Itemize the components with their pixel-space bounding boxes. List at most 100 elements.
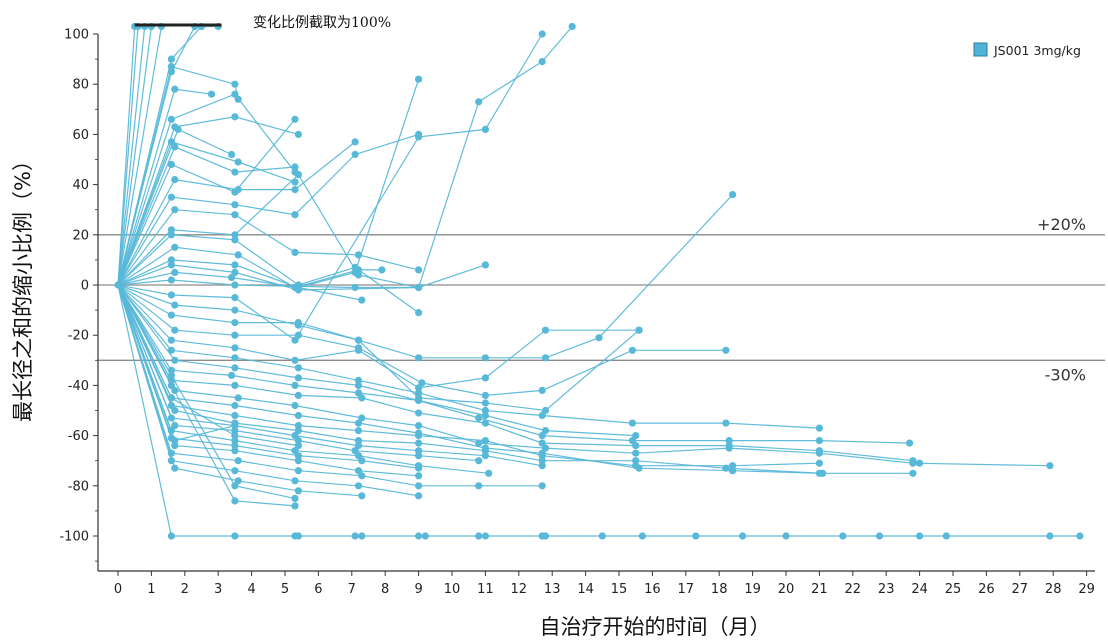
data-point <box>294 331 302 339</box>
data-point <box>475 457 483 465</box>
data-point <box>291 186 299 194</box>
x-tick-label: 21 <box>811 582 828 597</box>
data-point <box>231 381 239 389</box>
data-point <box>782 532 790 540</box>
series-line <box>117 284 299 447</box>
series-line <box>117 234 419 314</box>
data-point <box>291 502 299 510</box>
x-tick-label: 4 <box>247 582 255 597</box>
data-point <box>351 138 359 146</box>
reference-label: -30% <box>1045 365 1086 384</box>
data-point <box>354 437 363 445</box>
series-layer <box>114 22 1084 540</box>
data-point <box>294 130 302 138</box>
series-line <box>117 26 139 286</box>
data-point <box>909 459 917 467</box>
data-point <box>481 391 489 399</box>
data-point <box>231 231 239 239</box>
data-point <box>421 532 429 540</box>
data-point <box>481 374 489 382</box>
data-point <box>351 268 359 276</box>
series-line <box>117 284 1050 467</box>
data-point <box>231 294 239 302</box>
data-point <box>481 447 489 455</box>
data-point <box>632 457 640 465</box>
x-tick-label: 23 <box>878 582 895 597</box>
data-point <box>167 394 175 402</box>
y-tick-label: 20 <box>72 228 89 243</box>
data-point <box>541 444 550 452</box>
y-tick-label: 0 <box>81 279 89 294</box>
data-point <box>294 283 302 292</box>
data-point <box>294 364 302 372</box>
data-point <box>228 371 236 379</box>
series-line <box>117 173 419 289</box>
legend: JS001 3mg/kg <box>973 42 1081 58</box>
x-tick-label: 8 <box>381 582 389 597</box>
data-point <box>475 532 483 540</box>
data-point <box>729 191 737 199</box>
data-point <box>167 160 175 169</box>
data-point <box>354 346 363 354</box>
data-point <box>167 371 175 379</box>
y-tick-label: 80 <box>72 78 89 93</box>
x-tick-label: 15 <box>611 582 628 597</box>
data-point <box>167 63 175 71</box>
data-point <box>174 125 182 133</box>
x-tick-label: 18 <box>711 582 728 597</box>
data-point <box>294 452 302 460</box>
data-point <box>415 283 423 292</box>
y-tick-label: 100 <box>64 28 89 43</box>
data-point <box>1046 462 1054 470</box>
data-point <box>231 268 239 276</box>
data-point <box>291 494 299 502</box>
x-tick-label: 27 <box>1012 582 1029 597</box>
data-point <box>538 462 546 470</box>
data-point <box>231 168 239 176</box>
data-point <box>906 439 914 447</box>
data-point <box>167 336 175 344</box>
data-point <box>538 386 546 394</box>
data-point <box>294 411 302 420</box>
data-point <box>598 532 606 540</box>
data-point <box>234 394 242 402</box>
data-point <box>415 75 423 83</box>
reference-label: +20% <box>1037 215 1086 234</box>
x-tick-label: 5 <box>281 582 289 597</box>
x-tick-label: 29 <box>1078 582 1095 597</box>
data-point <box>538 411 546 420</box>
series-line <box>117 264 486 291</box>
data-point <box>171 442 179 450</box>
series-line <box>117 26 152 286</box>
data-point <box>481 419 489 427</box>
data-point <box>485 469 493 477</box>
data-point <box>541 354 550 362</box>
data-point <box>909 469 917 477</box>
y-tick-label: -100 <box>59 530 89 545</box>
data-point <box>632 462 640 470</box>
data-point <box>351 532 359 540</box>
data-point <box>358 492 366 500</box>
series-line <box>117 26 146 286</box>
data-point <box>231 90 239 98</box>
data-point <box>231 467 239 475</box>
data-point <box>294 467 302 475</box>
x-tick-label: 2 <box>181 582 189 597</box>
data-point <box>231 427 239 435</box>
data-point <box>541 326 550 334</box>
data-point <box>171 176 179 184</box>
x-tick-label: 10 <box>444 582 461 597</box>
y-tick-label: -80 <box>68 479 89 494</box>
data-point <box>541 532 550 540</box>
data-point <box>291 401 299 410</box>
x-tick-label: 13 <box>544 582 561 597</box>
data-point <box>475 414 483 422</box>
data-point <box>638 532 647 540</box>
y-axis-title: 最长径之和的缩小比例（%） <box>11 150 35 422</box>
series-line <box>117 93 296 286</box>
data-point <box>725 437 733 445</box>
x-tick-label: 7 <box>348 582 356 597</box>
series-line <box>117 284 910 444</box>
y-tick-label: -20 <box>68 329 89 344</box>
